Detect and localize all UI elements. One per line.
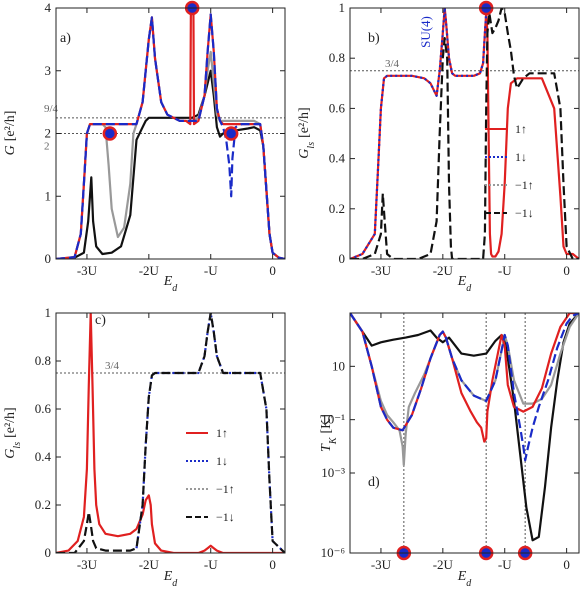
series-line-black <box>56 69 285 259</box>
y-tick-label: 0.8 <box>35 353 51 368</box>
y-tick-label: 1 <box>45 188 52 203</box>
refline-label: 3/4 <box>105 360 120 372</box>
legend: 1↑ 1↓ −1↑ −1↓ <box>186 426 235 524</box>
series-line-red <box>56 8 285 259</box>
legend-label: −1↓ <box>515 206 534 220</box>
series-line-blue <box>350 313 579 462</box>
y-tick-label: 10⁻³ <box>321 465 345 480</box>
x-tick-label: 0 <box>563 557 570 572</box>
x-tick-label: -2U <box>139 263 160 278</box>
plot-frame <box>349 312 580 554</box>
y-tick-label: 10⁻¹ <box>321 412 345 427</box>
x-axis-label: Ed <box>457 569 473 589</box>
x-tick-label: -U <box>498 557 512 572</box>
y-tick-label: 2 <box>45 126 52 141</box>
x-tick-label: 0 <box>269 263 276 278</box>
y-axis-label: TK[K] <box>319 414 339 452</box>
x-axis-label: Ed <box>163 274 179 294</box>
su4-annotation: SU(4) <box>418 16 433 48</box>
y-axis-label: Gls[e²/h] <box>297 107 317 158</box>
y-tick-label: 0.6 <box>35 401 52 416</box>
refline-label: 3/4 <box>385 58 400 70</box>
y-tick-label: 0.8 <box>329 50 345 65</box>
legend-label: 1↑ <box>515 122 527 136</box>
plot-frame <box>55 7 286 260</box>
x-tick-label: -U <box>204 263 218 278</box>
x-tick-label: -2U <box>433 263 454 278</box>
refline-label: 9/4 <box>44 103 59 115</box>
legend-label: −1↑ <box>216 482 235 496</box>
series-line-blue <box>350 8 488 259</box>
series-line-black <box>350 313 579 542</box>
y-tick-label: 0.6 <box>329 100 346 115</box>
panel-c: 3/4 -3U -2U -U 0 0 0.2 0.4 0.6 0.8 1 Ed Gls[e²/h] c) 1… <box>3 305 286 589</box>
panel-b: 3/4 -3U -2U -U 0 0 0.2 0.4 0.6 0.8 1 Ed Gls[e²/h] b) S… <box>297 0 580 294</box>
series-line-blue <box>135 313 285 553</box>
y-tick-label: 3 <box>45 63 52 78</box>
panel-letter: c) <box>95 313 106 328</box>
marker-dot <box>223 126 239 141</box>
plot-frame <box>55 312 286 554</box>
x-tick-label: -U <box>498 263 512 278</box>
x-axis-label: Ed <box>163 569 179 589</box>
y-axis-label: Gls[e²/h] <box>3 407 23 458</box>
series-line-red <box>56 313 285 553</box>
y-tick-label: 10 <box>332 358 345 373</box>
y-tick-label: 0.2 <box>329 201 345 216</box>
x-tick-label: 0 <box>269 557 276 572</box>
x-tick-label: -3U <box>77 557 98 572</box>
x-tick-label: -U <box>204 557 218 572</box>
series-line-red <box>350 8 579 259</box>
x-tick-label: -3U <box>77 263 98 278</box>
x-tick-label: 0 <box>563 263 570 278</box>
panel-letter: d) <box>368 475 380 490</box>
y-tick-label: 0.4 <box>329 151 346 166</box>
y-tick-label: 0.2 <box>35 497 51 512</box>
legend-label: −1↑ <box>515 178 534 192</box>
series-line-red <box>350 313 579 443</box>
y-axis-label: G[e²/h] <box>3 111 18 156</box>
series-line-gray <box>56 16 285 259</box>
x-axis-label: Ed <box>457 274 473 294</box>
x-tick-label: -3U <box>371 557 392 572</box>
y-tick-label: 4 <box>45 0 52 15</box>
series-line-black <box>350 8 579 259</box>
series-line-blue <box>56 13 285 259</box>
panel-a: 9/4 2 -3U -2U -U 0 0 1 2 3 4 Ed G[e²/h] a) <box>3 0 286 294</box>
y-tick-label: 0 <box>45 251 52 266</box>
y-tick-label: 0 <box>339 251 346 266</box>
y-tick-label: 10⁻⁶ <box>321 545 345 560</box>
x-tick-label: -3U <box>371 263 392 278</box>
legend-label: 1↓ <box>515 150 527 164</box>
y-tick-label: 0.4 <box>35 449 52 464</box>
series-line-gray <box>350 313 579 467</box>
legend-label: −1↓ <box>216 510 235 524</box>
legend-label: 1↓ <box>216 454 228 468</box>
y-tick-label: 1 <box>45 305 52 320</box>
plot-frame <box>349 7 580 260</box>
series-line-black <box>56 313 285 553</box>
legend-label: 1↑ <box>216 426 228 440</box>
x-tick-label: -2U <box>433 557 454 572</box>
legend: 1↑ 1↓ −1↑ −1↓ <box>485 122 534 220</box>
panel-d: -3U -2U -U 0 10⁻⁶ 10⁻³ 10⁻¹ 10 Ed TK[K] d) <box>319 312 580 589</box>
panel-letter: b) <box>368 31 380 46</box>
x-tick-label: -2U <box>139 557 160 572</box>
refline-label: 2 <box>44 141 50 153</box>
y-tick-label: 0 <box>45 545 52 560</box>
marker-dot <box>102 126 118 141</box>
y-tick-label: 1 <box>339 0 346 15</box>
panel-letter: a) <box>60 31 71 46</box>
